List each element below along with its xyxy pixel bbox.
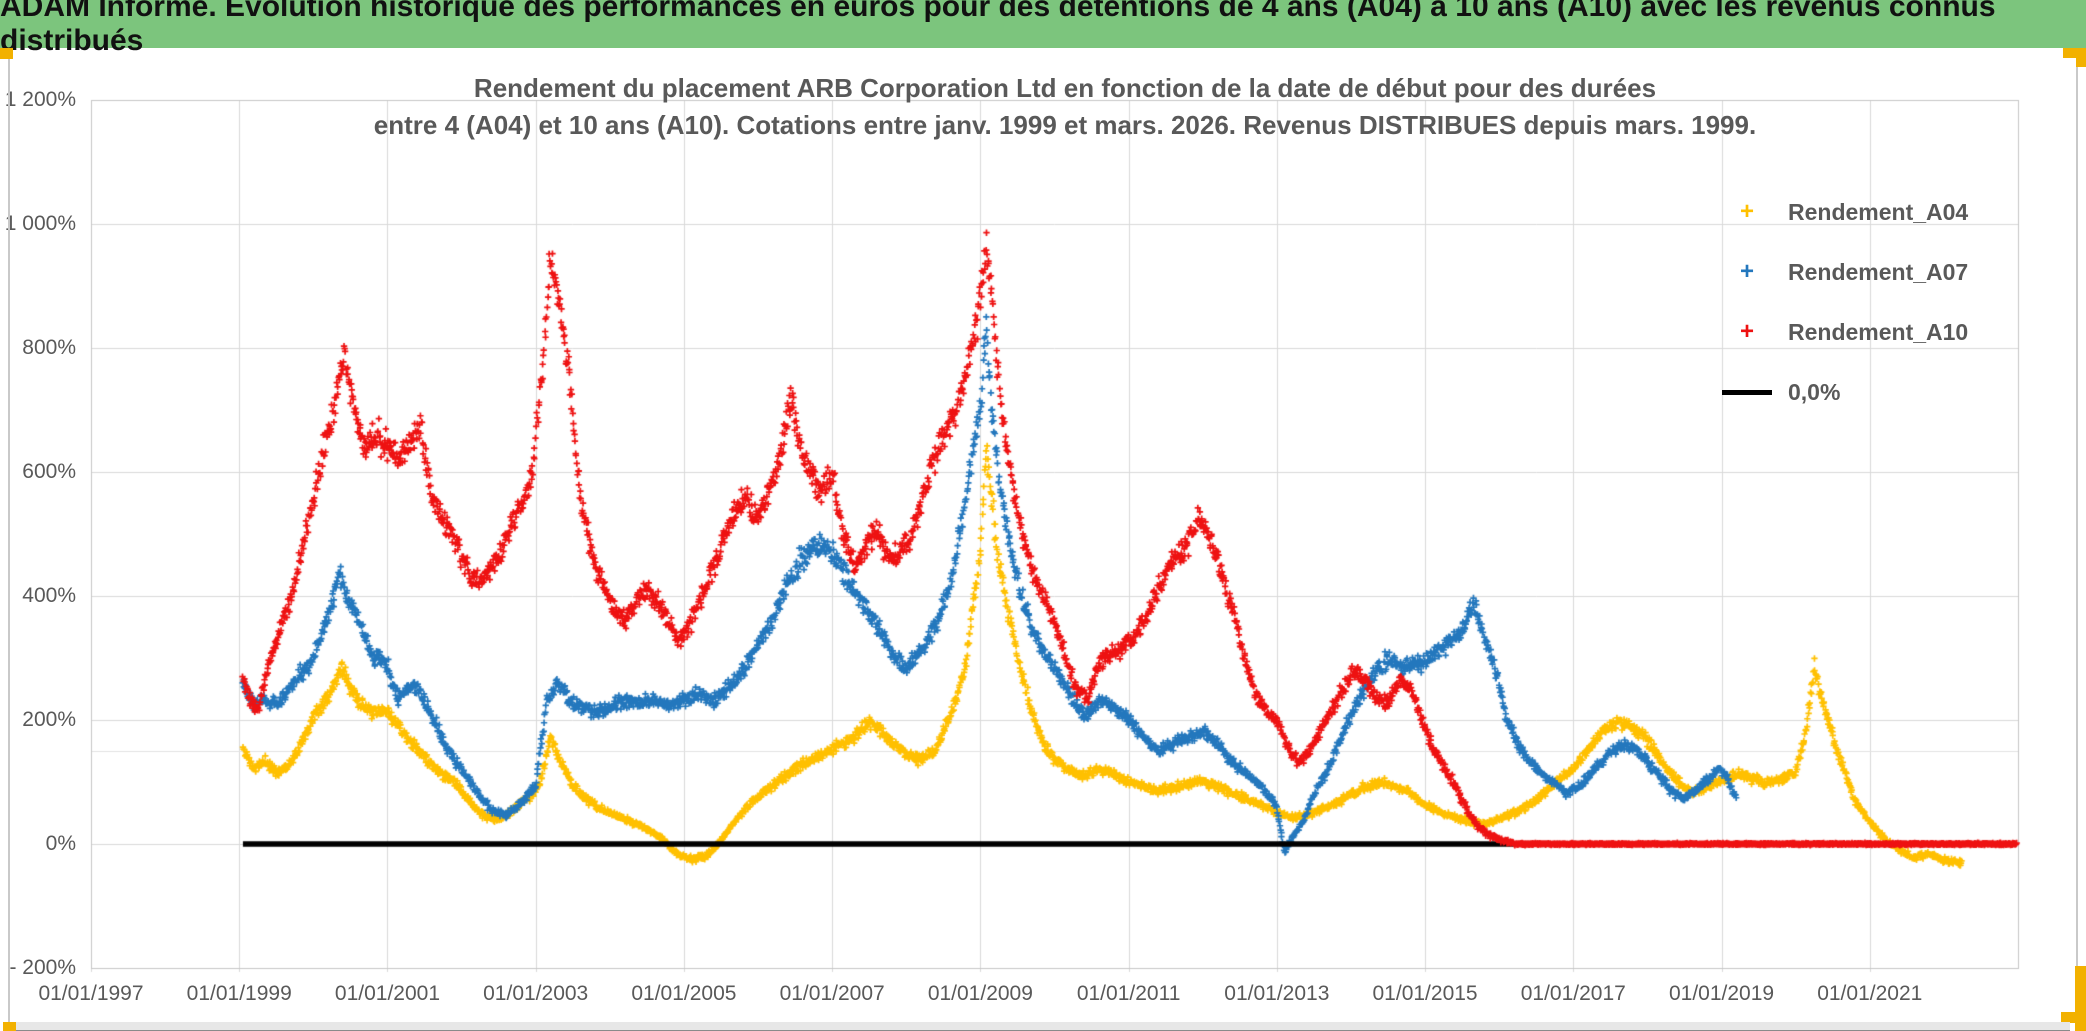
legend-item-rendement-a04[interactable]: + Rendement_A04 <box>1712 182 1968 242</box>
y-axis-tick-label: 1 200% <box>4 88 76 111</box>
chart-title: Rendement du placement ARB Corporation L… <box>365 70 1765 144</box>
legend-item-rendement-a10[interactable]: + Rendement_A10 <box>1712 302 1968 362</box>
gold-corner-bottom-left <box>3 1022 16 1031</box>
gold-corner-top-right <box>2063 48 2086 58</box>
y-axis-tick-label: 600% <box>22 460 76 483</box>
x-axis-tick-label: 01/01/2013 <box>1224 982 1330 1005</box>
x-axis-tick-label: 01/01/2007 <box>779 982 885 1005</box>
gold-right-bottom-strip <box>2075 966 2086 1031</box>
legend-item-rendement-a07[interactable]: + Rendement_A07 <box>1712 242 1968 302</box>
line-swatch-icon <box>1722 389 1772 395</box>
plus-marker-icon: + <box>1739 258 1754 285</box>
x-axis-tick-label: 01/01/2011 <box>1076 982 1181 1005</box>
sheet-left-edge <box>8 48 10 1022</box>
y-axis-tick-label: 400% <box>22 584 76 607</box>
y-axis-tick-label: 200% <box>22 708 76 731</box>
gold-corner-bottom-right <box>2061 1012 2086 1023</box>
y-axis-tick-label: - 200% <box>9 956 76 979</box>
x-axis-tick-label: 01/01/2003 <box>483 982 589 1005</box>
legend-label: 0,0% <box>1788 378 1841 405</box>
legend-item-zero-line[interactable]: 0,0% <box>1712 362 1968 422</box>
chart-legend: + Rendement_A04 + Rendement_A07 + Rendem… <box>1712 182 1968 422</box>
horizontal-scrollbar-track[interactable] <box>16 1022 2070 1031</box>
x-axis-tick-label: 01/01/2009 <box>927 982 1033 1005</box>
x-axis-tick-label: 01/01/2021 <box>1817 982 1923 1005</box>
x-axis-tick-label: 01/01/2019 <box>1668 982 1775 1005</box>
x-axis-tick-label: 01/01/2005 <box>631 982 737 1005</box>
chart-title-line1: Rendement du placement ARB Corporation L… <box>473 73 1657 103</box>
legend-label: Rendement_A04 <box>1788 198 1969 225</box>
x-axis-tick-label: 01/01/2015 <box>1372 982 1478 1005</box>
gold-corner-top-left <box>0 48 13 59</box>
chart-title-line2: entre 4 (A04) et 10 ans (A10). Cotations… <box>373 110 1757 140</box>
y-axis-tick-label: 800% <box>22 336 76 359</box>
x-axis-tick-label: 01/01/1997 <box>38 982 144 1005</box>
plus-marker-icon: + <box>1739 198 1754 225</box>
plus-marker-icon: + <box>1739 318 1754 345</box>
y-axis-tick-label: 0% <box>45 832 76 855</box>
legend-label: Rendement_A07 <box>1788 258 1969 285</box>
sheet-right-edge <box>2076 48 2078 1022</box>
x-axis-tick-label: 01/01/1999 <box>186 982 292 1005</box>
y-axis-tick-label: 1 000% <box>4 212 76 235</box>
legend-label: Rendement_A10 <box>1788 318 1969 345</box>
gold-corner-top-right-tab <box>2076 48 2086 67</box>
x-axis-tick-label: 01/01/2001 <box>334 982 440 1005</box>
x-axis-tick-label: 01/01/2017 <box>1520 982 1626 1005</box>
